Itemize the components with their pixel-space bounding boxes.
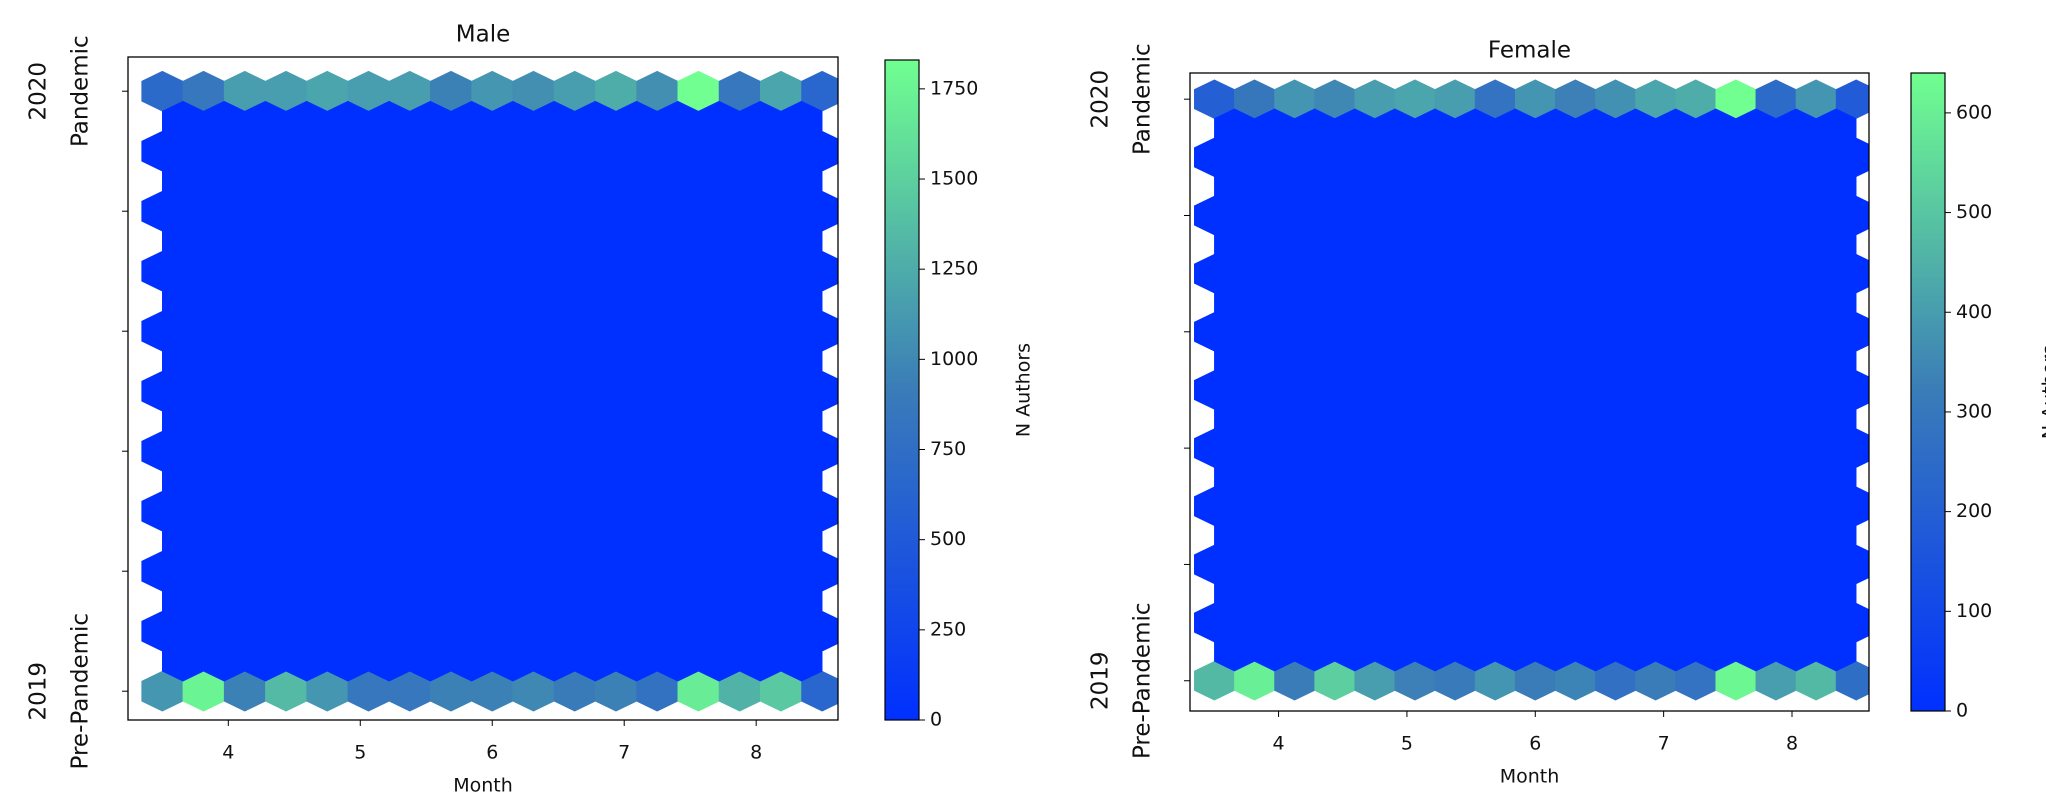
colorbar-tick-label: 500 [1956,201,1992,223]
hex-bin [780,280,823,322]
hex-bin [1815,224,1857,265]
colorbar-tick-label: 0 [1956,700,1968,722]
x-tick-label: 8 [1786,733,1798,755]
x-tick-label: 4 [222,742,234,764]
hex-bin [1815,399,1857,439]
colorbar-tick-label: 0 [930,709,942,731]
hex-bin [780,220,823,262]
colorbar-tick-label: 1500 [930,168,978,190]
axes-frame [1189,72,1870,712]
y-tick-label: Pandemic [68,35,94,147]
hex-bin [1815,283,1857,323]
colorbar-tick-label: 1750 [930,77,978,99]
y-tick-label: 2019 [1088,651,1114,710]
axes-frame [127,56,839,721]
colorbar-tick-label: 200 [1956,500,1992,522]
colorbar-label: N Authors [1013,343,1035,437]
x-tick-label: 5 [1401,733,1413,755]
colorbar-tick-label: 600 [1956,101,1992,123]
x-tick-label: 7 [1658,733,1670,755]
hex-bin [1815,573,1857,614]
x-tick-label: 6 [1529,733,1541,755]
colorbar-tick-label: 100 [1956,600,1992,622]
x-tick-label: 6 [486,742,498,764]
x-tick-label: 7 [618,742,630,764]
colorbar-tick-label: 1000 [930,348,978,370]
y-tick-label: Pre-Pandemic [1130,602,1156,759]
y-tick-label: Pandemic [1130,43,1156,155]
x-axis-label: Month [1500,766,1560,788]
chart-title: Male [456,22,510,48]
y-tick-label: Pre-Pandemic [68,613,94,770]
hex-layer [1194,79,1869,701]
hex-bin [1815,108,1857,148]
x-tick-label: 5 [354,742,366,764]
x-tick-label: 4 [1273,733,1285,755]
hex-bin [780,520,823,562]
hex-bin [780,160,823,202]
colorbar-tick-label: 250 [930,618,966,640]
colorbar-tick-label: 500 [930,528,966,550]
hex-bin [780,640,823,682]
colorbar-tick-label: 1250 [930,258,978,280]
hex-bin [1815,515,1857,556]
hex-layer [141,70,838,712]
chart-title: Female [1488,38,1571,64]
hex-bin [1815,631,1857,672]
hex-bin [780,400,823,442]
y-tick-label: 2020 [26,62,52,121]
x-tick-label: 8 [750,742,762,764]
x-axis-label: Month [453,775,513,797]
hex-bin [780,340,823,382]
hex-bin [1815,341,1857,381]
hex-bin [1815,166,1857,207]
hex-bin [780,100,823,142]
hex-bin [780,580,823,622]
colorbar [884,59,920,721]
y-tick-label: 2020 [1088,70,1114,129]
colorbar-tick-label: 400 [1956,301,1992,323]
colorbar-tick-label: 750 [930,438,966,460]
colorbar-tick-label: 300 [1956,400,1992,422]
hex-bin [780,460,823,502]
hex-bin [1815,457,1857,497]
colorbar [1910,72,1946,712]
y-tick-label: 2019 [26,662,52,721]
colorbar-label: N Authors [2039,345,2046,439]
